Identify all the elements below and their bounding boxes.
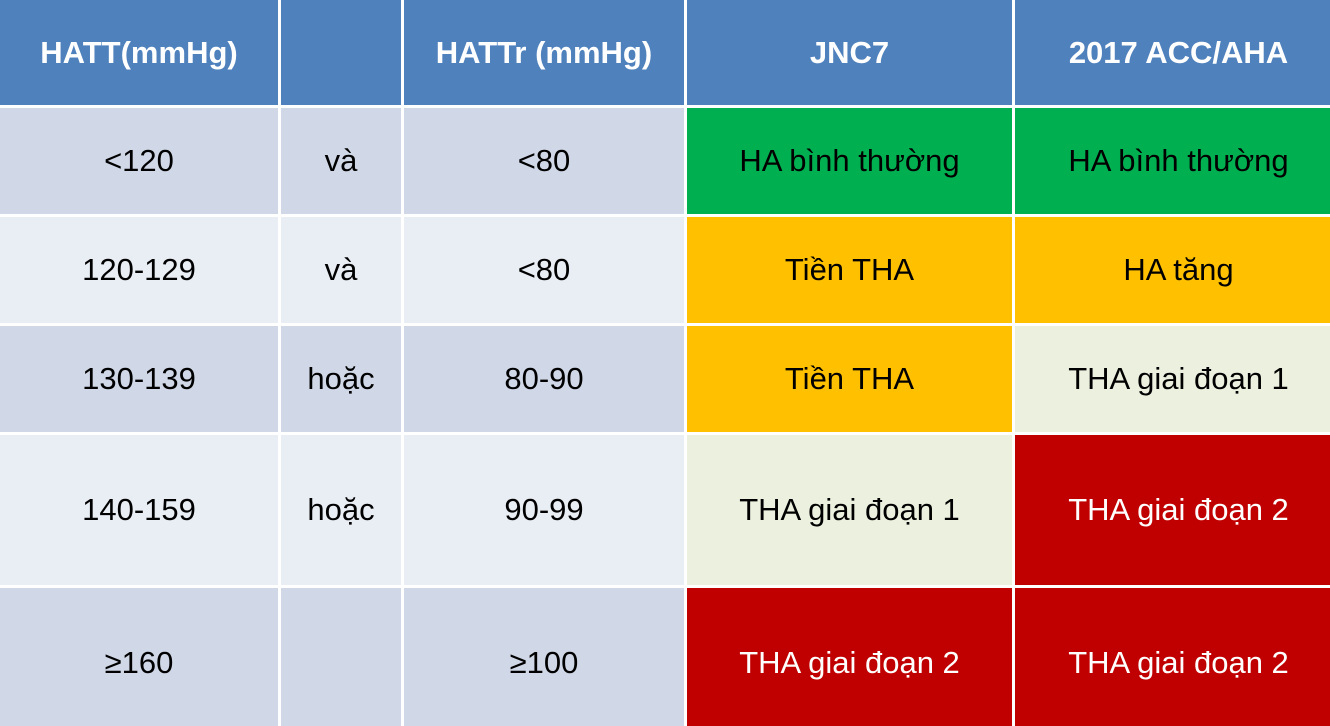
cell-hattr: 90-99 — [404, 435, 684, 585]
cell-conjunction — [281, 588, 401, 726]
header-conjunction — [281, 0, 401, 105]
cell-hatt: 120-129 — [0, 217, 278, 323]
cell-acc-aha: HA tăng — [1015, 217, 1330, 323]
cell-jnc7: THA giai đoạn 2 — [687, 588, 1012, 726]
cell-hatt: 140-159 — [0, 435, 278, 585]
header-hattr: HATTr (mmHg) — [404, 0, 684, 105]
cell-conjunction: hoặc — [281, 326, 401, 432]
header-jnc7: JNC7 — [687, 0, 1012, 105]
header-acc-aha: 2017 ACC/AHA — [1015, 0, 1330, 105]
cell-jnc7: THA giai đoạn 1 — [687, 435, 1012, 585]
cell-hatt: ≥160 — [0, 588, 278, 726]
cell-hattr: <80 — [404, 217, 684, 323]
cell-hattr: <80 — [404, 108, 684, 214]
cell-hatt: <120 — [0, 108, 278, 214]
cell-acc-aha: THA giai đoạn 2 — [1015, 588, 1330, 726]
cell-acc-aha: HA bình thường — [1015, 108, 1330, 214]
cell-hattr: 80-90 — [404, 326, 684, 432]
cell-jnc7: Tiền THA — [687, 217, 1012, 323]
cell-hattr: ≥100 — [404, 588, 684, 726]
header-hatt: HATT(mmHg) — [0, 0, 278, 105]
cell-hatt: 130-139 — [0, 326, 278, 432]
cell-acc-aha: THA giai đoạn 1 — [1015, 326, 1330, 432]
cell-acc-aha: THA giai đoạn 2 — [1015, 435, 1330, 585]
cell-jnc7: HA bình thường — [687, 108, 1012, 214]
cell-conjunction: và — [281, 217, 401, 323]
cell-jnc7: Tiền THA — [687, 326, 1012, 432]
cell-conjunction: hoặc — [281, 435, 401, 585]
cell-conjunction: và — [281, 108, 401, 214]
